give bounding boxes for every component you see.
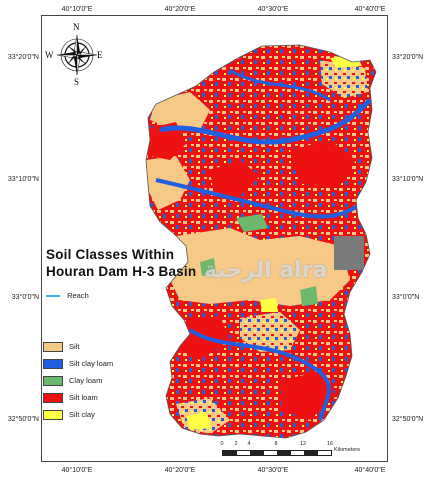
legend-item-silt-loam: Silt loam xyxy=(43,389,113,406)
scale-tick-0: 0 xyxy=(220,441,224,447)
legend-item-silt-clay: Silt clay xyxy=(43,406,113,423)
scale-ticks: 0 2 4 8 12 16 xyxy=(220,441,334,449)
coord-left-4: 32°50'0"N xyxy=(7,416,39,423)
swatch-silt-clay-loam xyxy=(43,358,63,369)
reach-line-icon xyxy=(46,295,60,298)
swatch-silt-loam xyxy=(43,392,63,403)
coord-right-1: 33°20'0"N xyxy=(392,54,424,61)
legend-label-silt-loam: Silt loam xyxy=(69,393,98,402)
coord-top-3: 40°30'0"E xyxy=(257,6,289,13)
scale-tick-16: 16 xyxy=(326,441,334,447)
coord-left-3: 33°0'0"N xyxy=(11,294,39,301)
legend-reach: Reach xyxy=(46,291,89,300)
legend-item-clay-loam: Clay loam xyxy=(43,372,113,389)
scale-segments xyxy=(222,450,332,456)
coord-bottom-4: 40°40'0"E xyxy=(354,467,386,474)
reach-label: Reach xyxy=(67,291,89,300)
map-title-line-2: Houran Dam H-3 Basin xyxy=(46,264,197,279)
coord-right-3: 33°0'0"N xyxy=(392,294,420,301)
scale-tick-8: 8 xyxy=(274,441,278,447)
coord-left-2: 33°10'0"N xyxy=(7,176,39,183)
map-title: Soil Classes Within Houran Dam H-3 Basin xyxy=(46,246,196,280)
coord-right-4: 32°50'0"N xyxy=(392,416,424,423)
soil-legend: Silt Silt clay loam Clay loam Silt loam … xyxy=(43,338,113,423)
compass-e: E xyxy=(97,50,103,60)
coord-top-1: 40°10'0"E xyxy=(61,6,93,13)
watermark: الرحبة alra xyxy=(204,258,328,283)
coord-bottom-3: 40°30'0"E xyxy=(257,467,289,474)
scale-bar: 0 2 4 8 12 16 Kilometers xyxy=(220,441,360,456)
legend-item-silt: Silt xyxy=(43,338,113,355)
scale-unit: Kilometers xyxy=(334,447,360,453)
compass-w: W xyxy=(45,50,54,60)
swatch-clay-loam xyxy=(43,375,63,386)
compass-rose-icon xyxy=(56,34,98,76)
compass-n: N xyxy=(73,22,80,32)
scale-tick-2: 2 xyxy=(234,441,238,447)
coord-top-2: 40°20'0"E xyxy=(164,6,196,13)
coord-bottom-2: 40°20'0"E xyxy=(164,467,196,474)
coord-right-2: 33°10'0"N xyxy=(392,176,424,183)
swatch-silt-clay xyxy=(43,409,63,420)
swatch-silt xyxy=(43,341,63,352)
legend-item-silt-clay-loam: Silt clay loam xyxy=(43,355,113,372)
coord-bottom-1: 40°10'0"E xyxy=(61,467,93,474)
legend-label-silt-clay: Silt clay xyxy=(69,410,95,419)
legend-label-clay-loam: Clay loam xyxy=(69,376,103,385)
legend-label-silt-clay-loam: Silt clay loam xyxy=(69,359,114,368)
compass-s: S xyxy=(74,77,80,87)
scale-tick-4: 4 xyxy=(247,441,251,447)
coord-top-4: 40°40'0"E xyxy=(354,6,386,13)
basin-outline xyxy=(145,44,377,439)
coord-left-1: 33°20'0"N xyxy=(7,54,39,61)
legend-label-silt: Silt xyxy=(69,342,80,351)
scale-tick-12: 12 xyxy=(299,441,307,447)
map-title-line-1: Soil Classes Within xyxy=(46,247,175,262)
